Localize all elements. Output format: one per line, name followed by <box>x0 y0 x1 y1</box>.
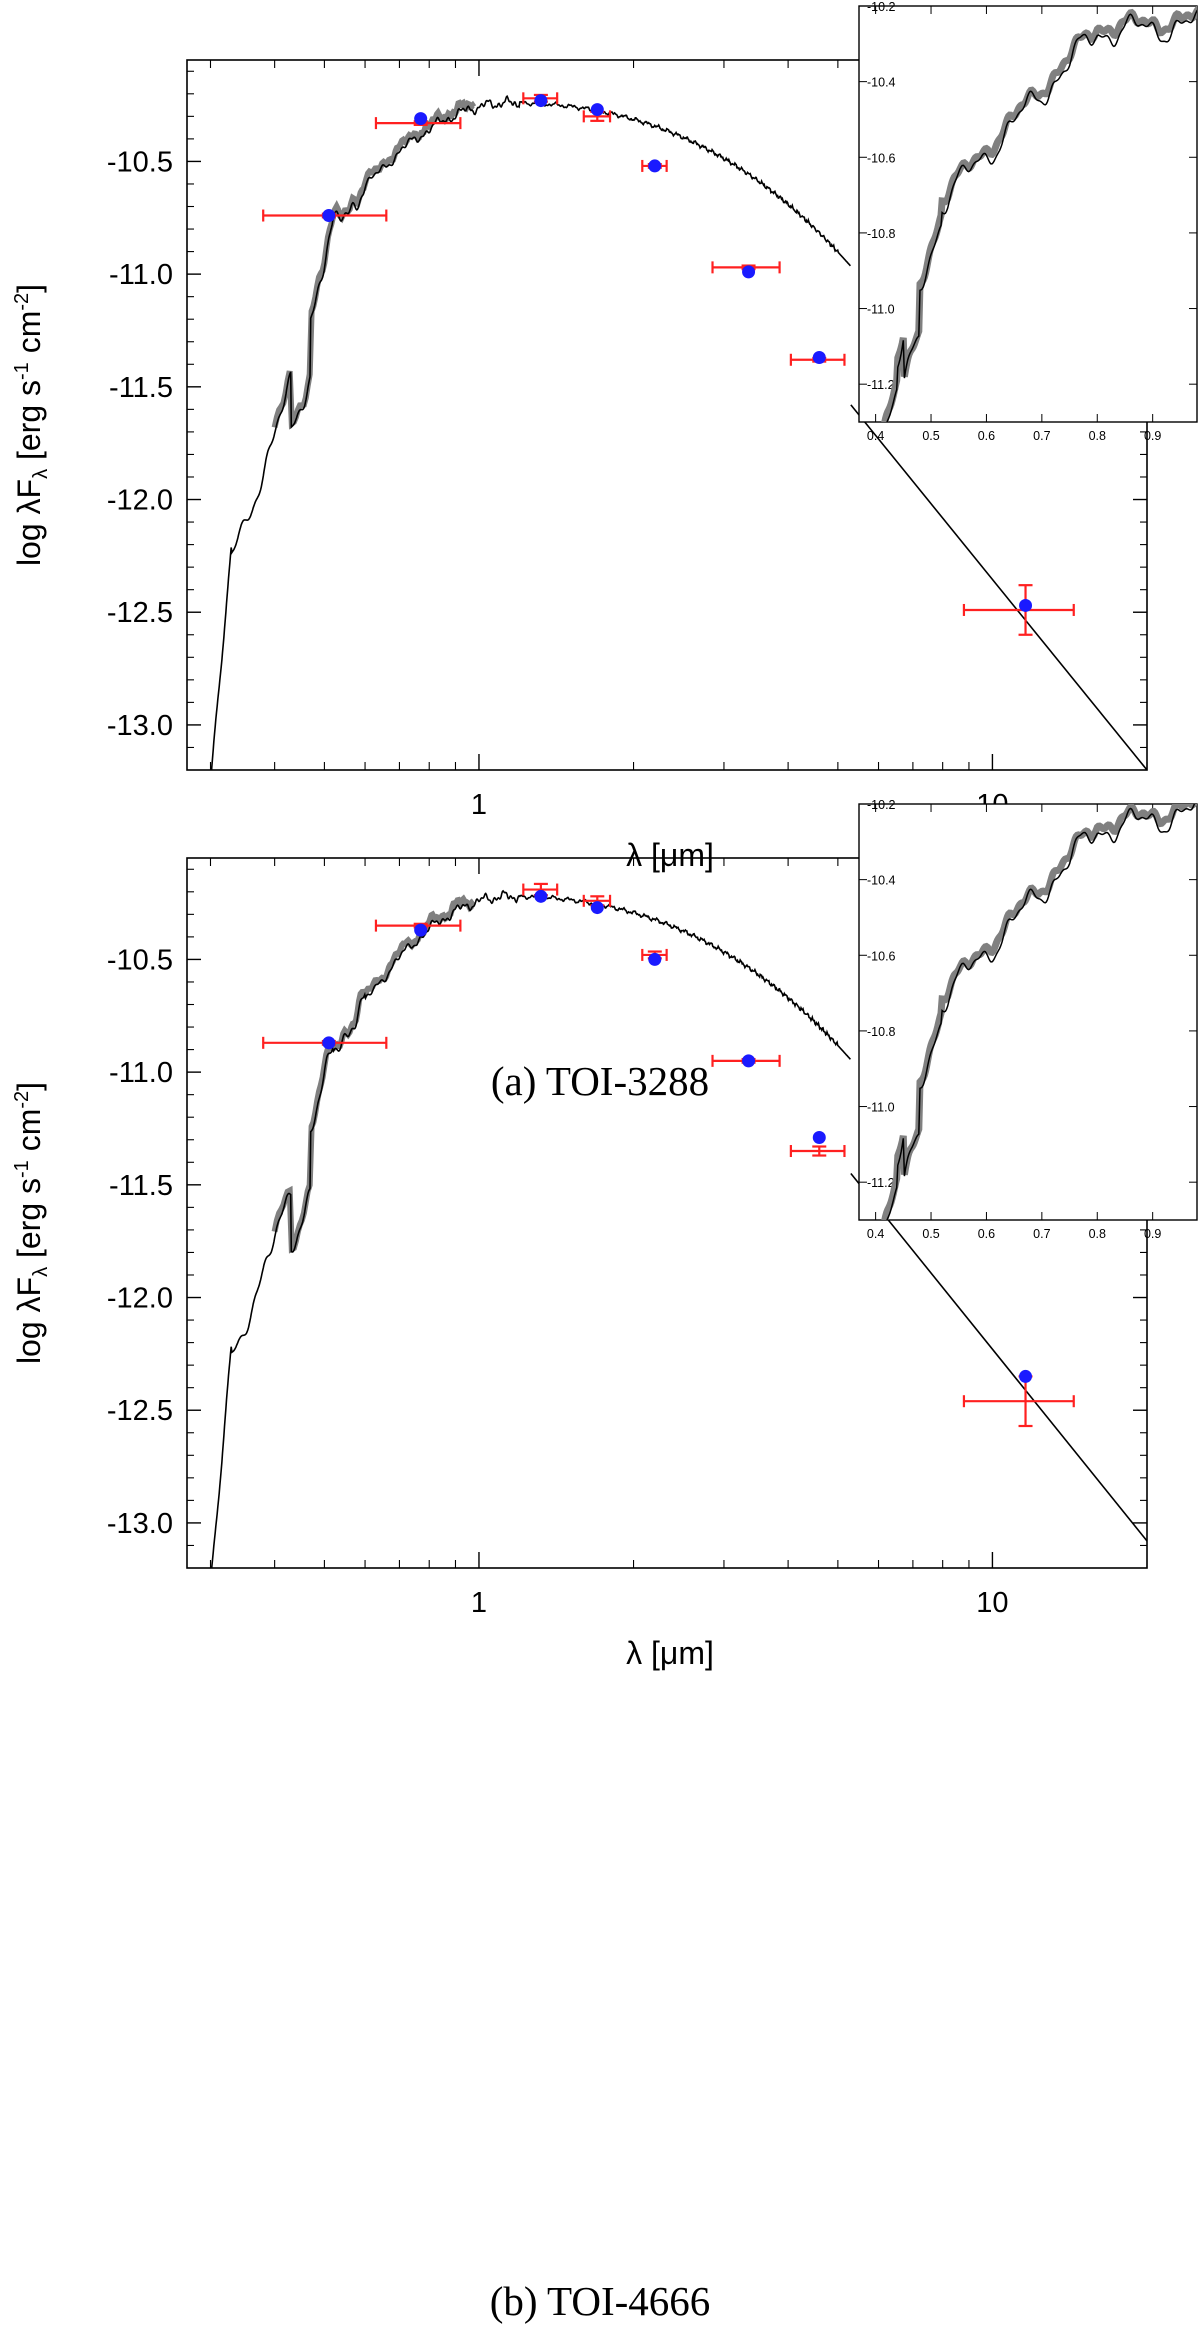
model-photometry-point <box>742 265 756 279</box>
inset-x-tick-label: 0.6 <box>978 1227 995 1241</box>
y-tick-label: -12.0 <box>107 1283 173 1315</box>
inset-x-tick-label: 0.9 <box>1144 1227 1161 1241</box>
inset-frame <box>858 803 1198 1221</box>
model-photometry-point <box>414 112 428 126</box>
y-axis-title-part: [erg s <box>11 380 47 469</box>
inset-y-tick-label: -10.6 <box>867 949 896 963</box>
inset-x-tick-label: 0.5 <box>922 429 939 443</box>
y-axis-title-part: λ <box>30 469 52 479</box>
inset-observed-band <box>881 804 1197 1220</box>
model-spectrum-line <box>210 889 852 1568</box>
x-tick-label: 10 <box>976 1587 1008 1619</box>
model-tail-line <box>850 404 1147 770</box>
model-photometry-point <box>534 889 548 903</box>
y-axis-title-part: log λF <box>11 1277 47 1364</box>
model-photometry-point <box>590 103 604 117</box>
model-photometry-point <box>812 1130 826 1144</box>
inset-y-tick-label: -10.2 <box>867 798 896 812</box>
model-photometry-point <box>322 1036 336 1050</box>
inset-x-tick-label: 0.6 <box>978 429 995 443</box>
y-tick-label: -12.0 <box>107 485 173 517</box>
observed-spectrum-band <box>271 98 477 430</box>
y-tick-label: -12.5 <box>107 1395 173 1427</box>
figure-caption: (a) TOI-3288 <box>491 1058 709 1104</box>
inset-y-tick-label: -10.4 <box>867 874 896 888</box>
inset-y-tick-label: -11.0 <box>867 303 895 317</box>
y-tick-label: -11.5 <box>109 372 173 404</box>
inset-observed-band <box>881 6 1197 422</box>
y-axis-title-part: λ <box>30 1267 52 1277</box>
y-tick-label: -11.5 <box>109 1170 173 1202</box>
model-photometry-point <box>812 351 826 365</box>
inset-y-tick-label: -10.2 <box>867 0 896 14</box>
y-axis-title-part: -1 <box>11 1160 33 1178</box>
y-axis-title-part: -2 <box>11 1091 33 1109</box>
inset-panel: -10.2 -10.4 -10.6 -10.8 -11.0 -11.2 0.4 0.5 0.6 0… <box>858 0 1198 443</box>
y-axis-title-part: ] <box>11 284 47 293</box>
y-axis-title-part: cm <box>11 1109 47 1161</box>
x-tick-label: 1 <box>471 1587 487 1619</box>
inset-x-tick-label: 0.9 <box>1144 429 1161 443</box>
model-photometry-point <box>648 952 662 966</box>
y-axis-title-part: [erg s <box>11 1178 47 1267</box>
figure-caption: (b) TOI-4666 <box>490 2278 711 2324</box>
inset-y-tick-label: -11.0 <box>867 1101 895 1115</box>
y-tick-label: -12.5 <box>107 597 173 629</box>
inset-x-tick-label: 0.4 <box>867 1227 884 1241</box>
inset-y-tick-label: -10.8 <box>867 227 896 241</box>
x-tick-label: 1 <box>471 789 487 821</box>
y-tick-label: -10.5 <box>107 944 173 976</box>
y-tick-label: -13.0 <box>107 1508 173 1540</box>
inset-y-tick-label: -11.2 <box>867 378 895 392</box>
inset-model-line <box>886 804 1196 1220</box>
sed-panel-b: -10.5-11.0-11.5-12.0-12.5-13.01 10λ [μm]l… <box>11 798 1198 1671</box>
y-tick-label: -13.0 <box>107 710 173 742</box>
y-tick-label: -11.0 <box>109 1057 173 1089</box>
inset-x-tick-label: 0.5 <box>922 1227 939 1241</box>
model-photometry-point <box>1019 598 1033 612</box>
x-axis-title: λ [μm] <box>626 1635 714 1671</box>
inset-y-tick-label: -10.8 <box>867 1025 896 1039</box>
model-tail-line <box>850 1173 1147 1542</box>
inset-model-line <box>886 9 1197 422</box>
model-photometry-point <box>322 209 336 223</box>
model-photometry-point <box>648 159 662 173</box>
y-axis-title: log λFλ [erg s-1 cm-2] <box>11 284 52 566</box>
observed-spectrum-band <box>271 894 476 1254</box>
inset-x-tick-label: 0.8 <box>1089 429 1106 443</box>
model-photometry-point <box>742 1054 756 1068</box>
inset-y-tick-label: -10.6 <box>867 151 896 165</box>
model-photometry-point <box>534 94 548 108</box>
model-photometry-point <box>414 923 428 937</box>
inset-frame <box>858 5 1198 423</box>
y-axis-title-part: cm <box>11 311 47 363</box>
inset-x-tick-label: 0.7 <box>1033 429 1050 443</box>
y-tick-label: -10.5 <box>107 146 173 178</box>
inset-x-tick-label: 0.7 <box>1033 1227 1050 1241</box>
inset-y-tick-label: -11.2 <box>867 1176 895 1190</box>
model-spectrum-line <box>210 94 852 770</box>
inset-x-tick-label: 0.8 <box>1089 1227 1106 1241</box>
y-axis-title: log λFλ [erg s-1 cm-2] <box>11 1082 52 1364</box>
inset-x-tick-label: 0.4 <box>867 429 884 443</box>
y-axis-title-part: -1 <box>11 362 33 380</box>
model-photometry-point <box>590 901 604 915</box>
y-axis-title-part: ] <box>11 1082 47 1091</box>
y-tick-label: -11.0 <box>109 259 173 291</box>
inset-y-tick-label: -10.4 <box>867 76 896 90</box>
y-axis-title-part: log λF <box>11 479 47 566</box>
y-axis-title-part: -2 <box>11 293 33 311</box>
inset-panel: -10.2 -10.4 -10.6 -10.8 -11.0 -11.2 0.4 0.5 0.6 0… <box>858 798 1198 1241</box>
x-axis-title: λ [μm] <box>626 837 714 873</box>
model-photometry-point <box>1019 1369 1033 1383</box>
